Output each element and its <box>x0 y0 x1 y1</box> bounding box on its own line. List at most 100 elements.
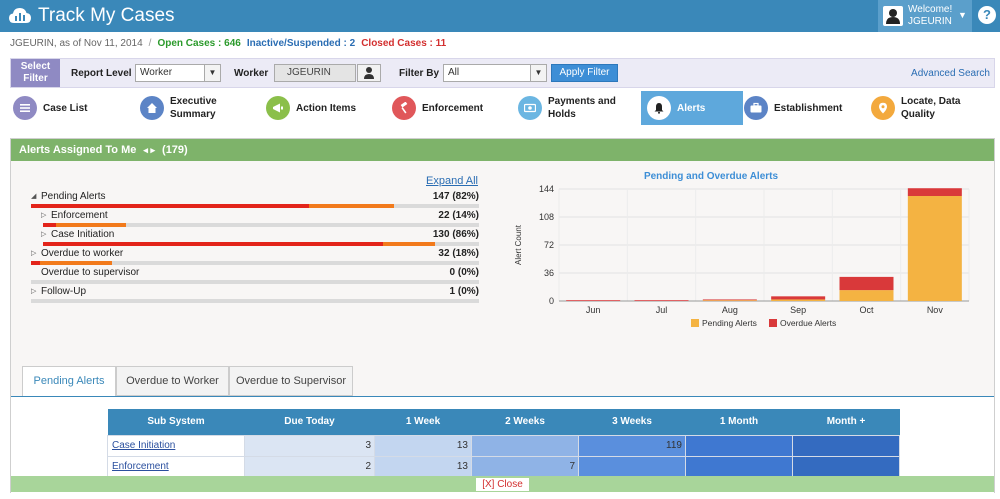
closed-cases-count[interactable]: Closed Cases : 11 <box>361 38 447 49</box>
gavel-icon <box>392 96 416 120</box>
alert-progress-bar <box>31 299 479 303</box>
tab-enforcement[interactable]: Enforcement <box>392 91 512 125</box>
count-cell[interactable]: 7 <box>471 455 579 478</box>
column-header[interactable]: 1 Week <box>374 409 472 435</box>
column-header[interactable]: 1 Month <box>685 409 793 435</box>
subsystem-cell: Enforcement <box>107 455 245 478</box>
tab-payments-and-holds[interactable]: Payments and Holds <box>518 91 636 125</box>
select-filter-label: Select Filter <box>11 59 60 87</box>
column-header[interactable]: Month + <box>792 409 900 435</box>
table-header-row: Sub System Due Today 1 Week 2 Weeks 3 Weeks 1… <box>107 409 900 435</box>
tab-label: Locate, Data Quality <box>901 96 961 120</box>
bar-overdue <box>839 276 894 291</box>
alert-row[interactable]: ▷ Case Initiation 130 (86%) <box>31 229 479 247</box>
filter-by-select[interactable]: All ▼ <box>443 64 547 82</box>
subtab-divider <box>11 396 994 397</box>
panel-footer: [X] Close <box>11 476 994 492</box>
legend-swatch <box>691 319 699 327</box>
x-tick-label: Sep <box>790 305 806 315</box>
worker-input[interactable]: JGEURIN <box>274 64 356 82</box>
count-cell[interactable]: 2 <box>244 455 375 478</box>
worker-picker-button[interactable] <box>357 64 381 82</box>
expand-all-link[interactable]: Expand All <box>426 175 478 187</box>
inactive-cases-count[interactable]: Inactive/Suspended : 2 <box>246 38 356 49</box>
subsystem-cell: Case Initiation <box>107 434 245 457</box>
report-level-select[interactable]: Worker ▼ <box>135 64 221 82</box>
alert-name: Overdue to supervisor <box>41 267 140 278</box>
tab-executive-summary[interactable]: Executive Summary <box>140 91 265 125</box>
expand-triangle-icon[interactable]: ▷ <box>41 212 47 219</box>
caret-down-icon: ▼ <box>958 10 967 20</box>
overdue-fill <box>31 261 40 265</box>
subtab-overdue-to-worker[interactable]: Overdue to Worker <box>116 366 229 396</box>
worker-label: Worker <box>234 68 269 79</box>
column-header[interactable]: Due Today <box>244 409 375 435</box>
tab-alerts[interactable]: Alerts <box>641 91 743 125</box>
overdue-fill <box>43 223 57 227</box>
y-tick-label: 0 <box>549 296 554 306</box>
tab-case-list[interactable]: Case List <box>13 91 133 125</box>
tab-locate-data-quality[interactable]: Locate, Data Quality <box>871 91 995 125</box>
subtab-pending-alerts[interactable]: Pending Alerts <box>22 366 116 397</box>
alert-progress-bar <box>31 204 479 208</box>
close-button[interactable]: [X] Close <box>476 478 529 491</box>
advanced-search-link[interactable]: Advanced Search <box>911 68 990 79</box>
pending-fill <box>308 204 394 208</box>
alert-row[interactable]: ▷ Enforcement 22 (14%) <box>31 210 479 228</box>
tab-label: Case List <box>43 102 88 114</box>
help-button[interactable]: ? <box>978 6 996 24</box>
alert-progress-bar <box>31 280 479 284</box>
expand-triangle-icon[interactable]: ▷ <box>31 288 37 295</box>
report-level-label: Report Level <box>71 68 132 79</box>
briefcase-icon <box>744 96 768 120</box>
bell-icon <box>647 96 671 120</box>
subtab-overdue-to-supervisor[interactable]: Overdue to Supervisor <box>229 366 353 396</box>
x-tick-label: Jul <box>656 305 668 315</box>
x-tick-label: Aug <box>722 305 738 315</box>
alerts-table: Sub System Due Today 1 Week 2 Weeks 3 Weeks 1… <box>107 409 900 478</box>
column-header[interactable]: Sub System <box>107 409 245 435</box>
y-tick-label: 36 <box>544 268 554 278</box>
alert-row[interactable]: ▷ Follow-Up 1 (0%) <box>31 286 479 304</box>
app-title: Track My Cases <box>38 5 175 26</box>
alert-progress-bar <box>43 242 479 246</box>
column-header[interactable]: 2 Weeks <box>471 409 579 435</box>
count-cell[interactable]: 3 <box>244 434 375 457</box>
bar-overdue <box>771 296 826 300</box>
list-icon <box>13 96 37 120</box>
panel-nav-arrows-icon[interactable]: ◂ ▸ <box>143 145 155 155</box>
table-row: Case Initiation 3 13 119 <box>107 434 900 457</box>
open-cases-count[interactable]: Open Cases : 646 <box>157 38 241 49</box>
bar-pending <box>771 299 826 301</box>
dropdown-caret-icon: ▼ <box>530 65 546 81</box>
alert-count: 0 (0%) <box>449 267 479 278</box>
subsystem-link[interactable]: Enforcement <box>112 461 169 472</box>
bar-overdue <box>907 188 962 196</box>
bar-overdue <box>634 300 689 301</box>
expand-triangle-icon[interactable]: ◢ <box>31 193 37 200</box>
alert-name: Pending Alerts <box>41 191 106 202</box>
count-cell[interactable]: 13 <box>374 434 472 457</box>
home-icon <box>140 96 164 120</box>
expand-triangle-icon[interactable]: ▷ <box>31 250 37 257</box>
apply-filter-button[interactable]: Apply Filter <box>551 64 618 82</box>
column-header[interactable]: 3 Weeks <box>578 409 686 435</box>
panel-title: Alerts Assigned To Me <box>19 144 137 156</box>
tab-establishment[interactable]: Establishment <box>744 91 864 125</box>
report-level-value: Worker <box>140 67 173 78</box>
count-cell <box>792 434 900 457</box>
expand-triangle-icon[interactable]: ▷ <box>41 231 47 238</box>
alert-name: Overdue to worker <box>41 248 124 259</box>
panel-count: (179) <box>162 144 188 156</box>
alert-row[interactable]: ◢ Pending Alerts 147 (82%) <box>31 191 479 209</box>
alert-row[interactable]: Overdue to supervisor 0 (0%) <box>31 267 479 285</box>
alert-progress-bar <box>43 223 479 227</box>
subsystem-link[interactable]: Case Initiation <box>112 440 176 451</box>
count-cell[interactable]: 119 <box>578 434 686 457</box>
bar-overdue <box>702 299 757 301</box>
tab-action-items[interactable]: Action Items <box>266 91 386 125</box>
alert-row[interactable]: ▷ Overdue to worker 32 (18%) <box>31 248 479 266</box>
user-menu[interactable]: Welcome! JGEURIN ▼ <box>878 0 972 32</box>
count-cell[interactable]: 13 <box>374 455 472 478</box>
panel-header: Alerts Assigned To Me ◂ ▸ (179) <box>11 139 994 161</box>
